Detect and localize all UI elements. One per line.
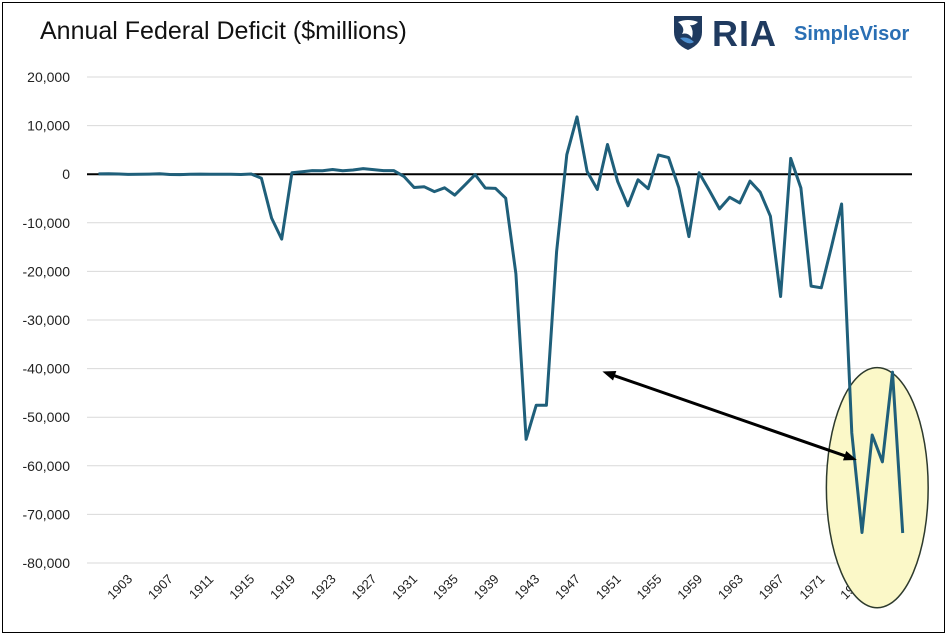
logo-brand-text: RIA <box>712 13 777 54</box>
y-tick-label: -70,000 <box>23 506 71 522</box>
deficit-series-line <box>98 115 905 534</box>
y-tick-label: -60,000 <box>23 458 71 474</box>
y-tick-label: -20,000 <box>23 263 71 279</box>
x-tick-label: 1943 <box>511 571 542 602</box>
x-tick-label: 1923 <box>308 571 339 602</box>
x-tick-label: 1971 <box>796 571 827 602</box>
y-tick-label: -40,000 <box>23 361 71 377</box>
x-tick-label: 1903 <box>104 571 135 602</box>
annotation-arrow-line <box>611 373 848 458</box>
chart-title: Annual Federal Deficit ($millions) <box>40 17 407 45</box>
x-tick-label: 1947 <box>552 571 583 602</box>
x-tick-label: 1967 <box>756 571 787 602</box>
y-axis-tick-labels: 20,000 10,000 0 -10,000 -20,000 -30,000 -40,00… <box>23 69 71 571</box>
x-tick-label: 1907 <box>145 571 176 602</box>
y-tick-label: 10,000 <box>27 118 70 134</box>
y-tick-label: -10,000 <box>23 215 71 231</box>
y-tick-label: -30,000 <box>23 312 71 328</box>
x-tick-label: 1955 <box>634 571 665 602</box>
y-tick-label: -50,000 <box>23 409 71 425</box>
x-tick-label: 1911 <box>186 572 216 602</box>
highlight-ellipse <box>825 366 929 609</box>
ria-simplevisor-logo: RIA SimpleVisor <box>668 12 933 54</box>
x-tick-label: 1927 <box>348 571 379 602</box>
gridlines <box>87 76 912 564</box>
x-tick-label: 1939 <box>471 571 502 602</box>
x-axis-tick-labels: 1903 1907 1911 1915 1919 1923 1927 1931 1935 1939… <box>104 571 909 602</box>
arrow-layer <box>602 371 857 461</box>
eagle-shield-icon <box>674 16 702 50</box>
x-tick-label: 1915 <box>226 571 257 602</box>
y-tick-label: -80,000 <box>23 555 71 571</box>
logo-product-text: SimpleVisor <box>794 23 910 45</box>
y-tick-label: 0 <box>62 166 70 182</box>
arrow-head-start <box>602 371 617 381</box>
x-tick-label: 1951 <box>593 571 624 602</box>
x-tick-label: 1931 <box>389 571 420 602</box>
x-tick-label: 1963 <box>715 571 746 602</box>
y-tick-label: 20,000 <box>27 69 70 85</box>
series-layer <box>98 115 905 534</box>
x-tick-label: 1935 <box>430 571 461 602</box>
arrow-head-end <box>842 450 857 461</box>
highlight-ellipse-layer <box>825 366 929 609</box>
x-tick-label: 1959 <box>674 571 705 602</box>
x-tick-label: 1919 <box>267 571 298 602</box>
